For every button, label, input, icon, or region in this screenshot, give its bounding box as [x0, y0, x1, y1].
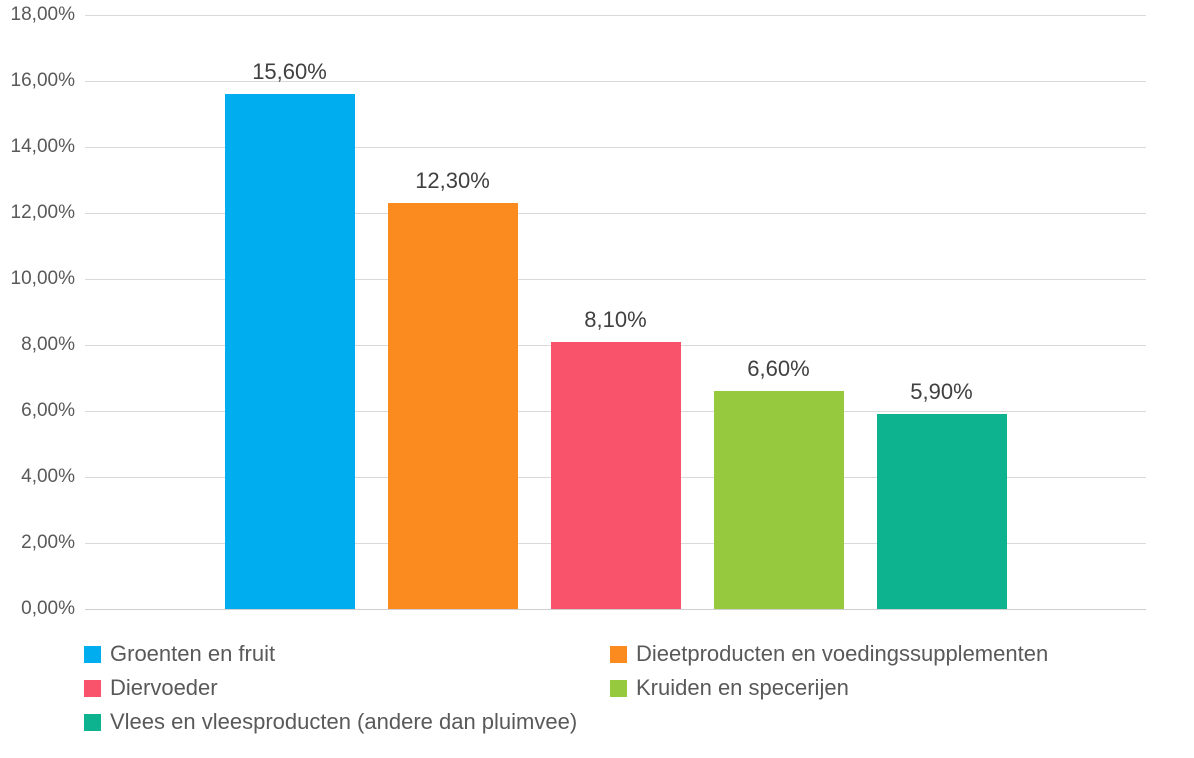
data-label-vlees-en-vleesproducten-andere-dan-pluimvee: 5,90% — [910, 379, 973, 405]
legend: Groenten en fruit Dieetproducten en voedi… — [84, 637, 1144, 739]
gridline-10 — [85, 279, 1146, 280]
legend-swatch-icon — [610, 645, 627, 663]
bar-diervoeder — [550, 341, 681, 609]
y-axis: 0,00% 2,00% 4,00% 6,00% 8,00% 10,00% 12,00% 14,… — [0, 4, 75, 619]
y-axis-tick-label: 18,00% — [10, 4, 75, 25]
y-axis-tick-label: 16,00% — [10, 70, 75, 91]
data-label-dieetproducten-en-voedingssupplementen: 12,30% — [415, 168, 490, 194]
legend-item-groenten-en-fruit: Groenten en fruit — [84, 641, 610, 667]
gridline-16 — [85, 81, 1146, 82]
gridline-0 — [85, 609, 1146, 610]
legend-label: Groenten en fruit — [110, 641, 276, 666]
y-axis-tick-label: 10,00% — [10, 268, 75, 289]
legend-swatch-icon — [84, 645, 101, 663]
data-label-kruiden-en-specerijen: 6,60% — [747, 356, 810, 382]
legend-item-kruiden-en-specerijen: Kruiden en specerijen — [610, 675, 1144, 701]
data-label-diervoeder: 8,10% — [584, 306, 647, 332]
plot-area: 15,60% 12,30% 8,10% 6,60% 5,90% — [85, 15, 1146, 610]
bar-vlees-en-vleesproducten-andere-dan-pluimvee — [876, 414, 1007, 609]
legend-label: Dieetproducten en voedingssupplementen — [636, 641, 1049, 666]
legend-item-dieetproducten-en-voedingssupplementen: Dieetproducten en voedingssupplementen — [610, 641, 1144, 667]
gridline-14 — [85, 147, 1146, 148]
legend-item-diervoeder: Diervoeder — [84, 675, 610, 701]
legend-swatch-icon — [84, 679, 101, 697]
legend-swatch-icon — [84, 713, 101, 731]
gridline-18 — [85, 15, 1146, 16]
y-axis-tick-label: 4,00% — [21, 466, 75, 487]
gridline-12 — [85, 213, 1146, 214]
y-axis-tick-label: 0,00% — [21, 598, 75, 619]
legend-label: Vlees en vleesproducten (andere dan plui… — [110, 709, 578, 734]
y-axis-tick-label: 12,00% — [10, 202, 75, 223]
legend-item-vlees-en-vleesproducten-andere-dan-pluimvee: Vlees en vleesproducten (andere dan plui… — [84, 709, 610, 735]
legend-swatch-icon — [610, 679, 627, 697]
y-axis-tick-label: 8,00% — [21, 334, 75, 355]
legend-label: Diervoeder — [110, 675, 218, 700]
bar-groenten-en-fruit — [224, 94, 355, 609]
y-axis-tick-label: 6,00% — [21, 400, 75, 421]
y-axis-tick-label: 14,00% — [10, 136, 75, 157]
legend-label: Kruiden en specerijen — [636, 675, 849, 700]
data-label-groenten-en-fruit: 15,60% — [252, 59, 327, 85]
bar-dieetproducten-en-voedingssupplementen — [387, 203, 518, 609]
bar-kruiden-en-specerijen — [713, 391, 844, 609]
y-axis-tick-label: 2,00% — [21, 532, 75, 553]
